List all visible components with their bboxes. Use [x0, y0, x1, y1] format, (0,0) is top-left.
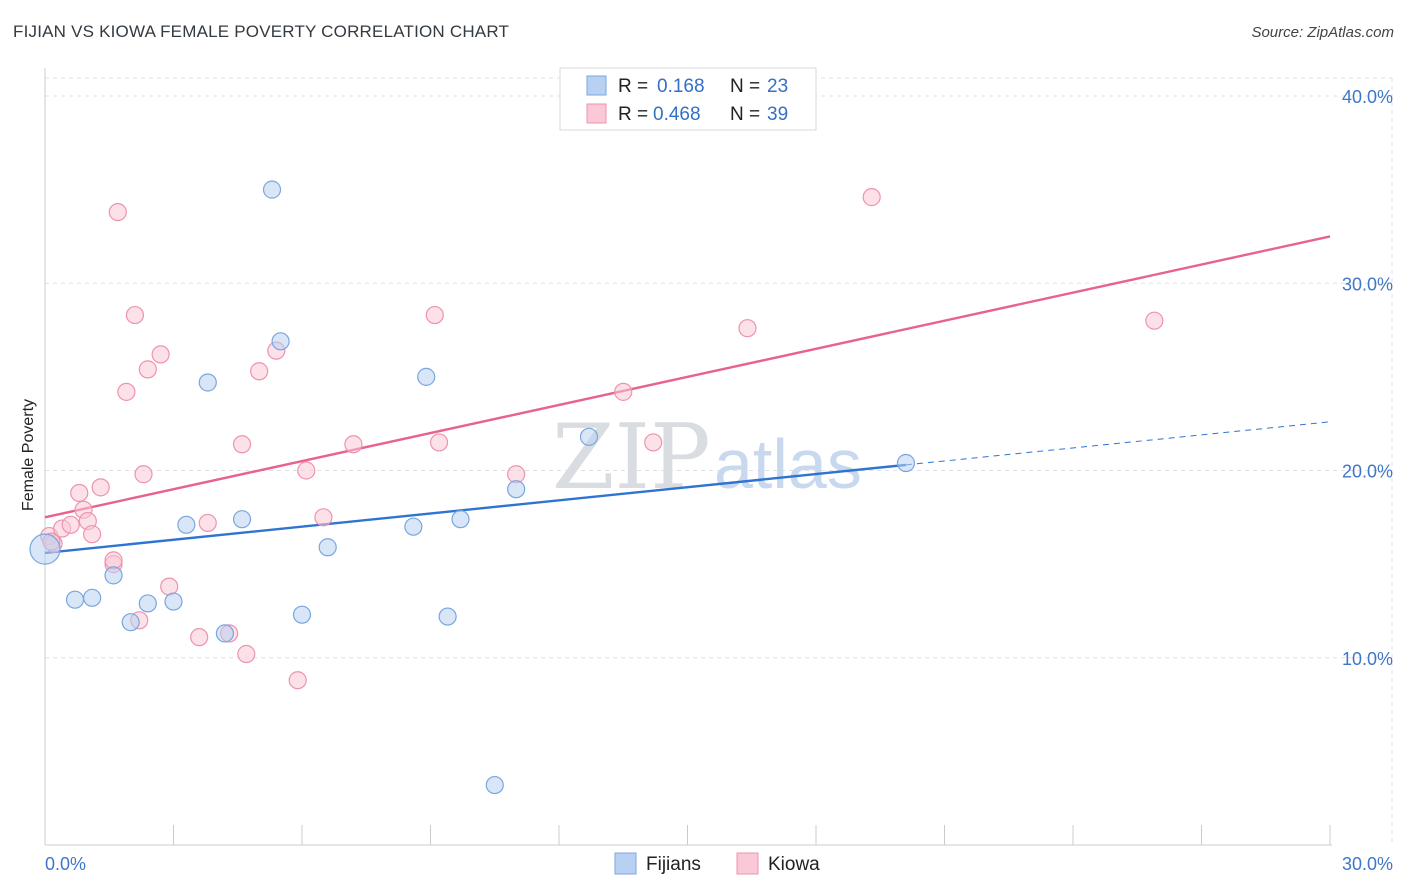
kiowa-point [237, 644, 256, 664]
y-tick-label: 20.0% [1342, 462, 1393, 482]
kiowa-point [429, 433, 449, 452]
kiowa-point [91, 478, 110, 497]
fijians-point [198, 373, 217, 392]
fijians-point [232, 510, 252, 529]
kiowa-r-label: R = [618, 104, 648, 125]
kiowa-point [108, 202, 127, 222]
kiowa-point [117, 382, 136, 401]
trend-lines [44, 235, 1331, 555]
fijians-point [318, 538, 337, 557]
fijians-n-value: 23 [767, 76, 788, 97]
source-credit: Source: ZipAtlas.com [1251, 24, 1394, 41]
kiowa-point [644, 433, 663, 452]
watermark: ZIP atlas [552, 405, 862, 510]
fijians-point [451, 510, 470, 529]
y-tick-label: 10.0% [1342, 649, 1393, 669]
fijians-r-value: 0.168 [657, 76, 705, 97]
kiowa-point [151, 345, 170, 364]
kiowa-point [232, 435, 252, 454]
kiowa-point [1145, 311, 1164, 330]
fijians-point [164, 592, 183, 611]
fijians-point [292, 605, 312, 624]
x-tick-label-end: 30.0% [1342, 854, 1393, 874]
legend-kiowa-label: Kiowa [768, 854, 820, 875]
fijians-point [438, 607, 457, 626]
fijians-trend-line [44, 463, 907, 555]
fijians-point [29, 533, 61, 565]
fijians-point [579, 427, 599, 446]
kiowa-n-label: N = [730, 104, 760, 125]
kiowa-n-value: 39 [767, 104, 788, 125]
watermark-atlas: atlas [714, 425, 862, 503]
fijians-point [896, 453, 916, 473]
kiowa-point [160, 577, 179, 596]
kiowa-point [70, 483, 89, 503]
kiowa-point [344, 435, 363, 454]
kiowa-point [614, 382, 633, 401]
fijians-point [417, 367, 436, 386]
kiowa-point [288, 671, 307, 690]
kiowa-swatch [586, 103, 607, 124]
chart-title: FIJIAN VS KIOWA FEMALE POVERTY CORRELATI… [13, 22, 510, 41]
kiowa-point [190, 628, 209, 647]
kiowa-point [134, 465, 153, 484]
kiowa-point [425, 305, 444, 325]
axes [44, 68, 1332, 846]
fijians-point [121, 613, 140, 632]
fijians-trend-extension [905, 421, 1331, 466]
fijians-point [271, 332, 290, 351]
fijians-point [138, 594, 157, 613]
legend-fijians-label: Fijians [646, 854, 701, 875]
kiowa-point [862, 188, 881, 207]
x-tick-label-start: 0.0% [45, 854, 86, 874]
kiowa-r-value: 0.468 [653, 104, 701, 125]
kiowa-point [125, 305, 145, 325]
stats-legend: R = 0.168 N = 23 R = 0.468 N = 39 [559, 67, 817, 131]
y-axis-label: Female Poverty [20, 399, 37, 511]
fijians-n-label: N = [730, 76, 760, 97]
data-points [29, 180, 1164, 795]
fijians-point [404, 517, 423, 536]
tick-labels: 10.0% 20.0% 30.0% 40.0% 0.0% 30.0% [45, 87, 1393, 874]
fijians-point [104, 566, 123, 585]
kiowa-point [250, 362, 269, 381]
fijians-r-label: R = [618, 76, 648, 97]
legend-fijians-swatch [614, 852, 637, 875]
kiowa-point [61, 515, 80, 534]
kiowa-point [297, 461, 316, 480]
series-legend: Fijians Kiowa [614, 852, 820, 875]
kiowa-trend-line [44, 235, 1331, 519]
fijians-point [83, 588, 102, 607]
fijians-point [65, 590, 85, 609]
kiowa-point [138, 360, 157, 379]
fijians-point [262, 180, 282, 199]
fijians-point [507, 480, 526, 499]
fijians-swatch [586, 75, 607, 96]
fijians-point [215, 624, 234, 643]
kiowa-point [198, 513, 217, 533]
legend-kiowa-swatch [736, 852, 759, 875]
fijians-point [485, 775, 504, 795]
kiowa-point [83, 525, 102, 544]
y-tick-label: 30.0% [1342, 274, 1393, 294]
kiowa-point [314, 508, 333, 527]
kiowa-point [738, 319, 757, 338]
watermark-zip: ZIP [552, 405, 711, 510]
fijians-point [177, 515, 196, 534]
y-tick-label: 40.0% [1342, 87, 1393, 107]
